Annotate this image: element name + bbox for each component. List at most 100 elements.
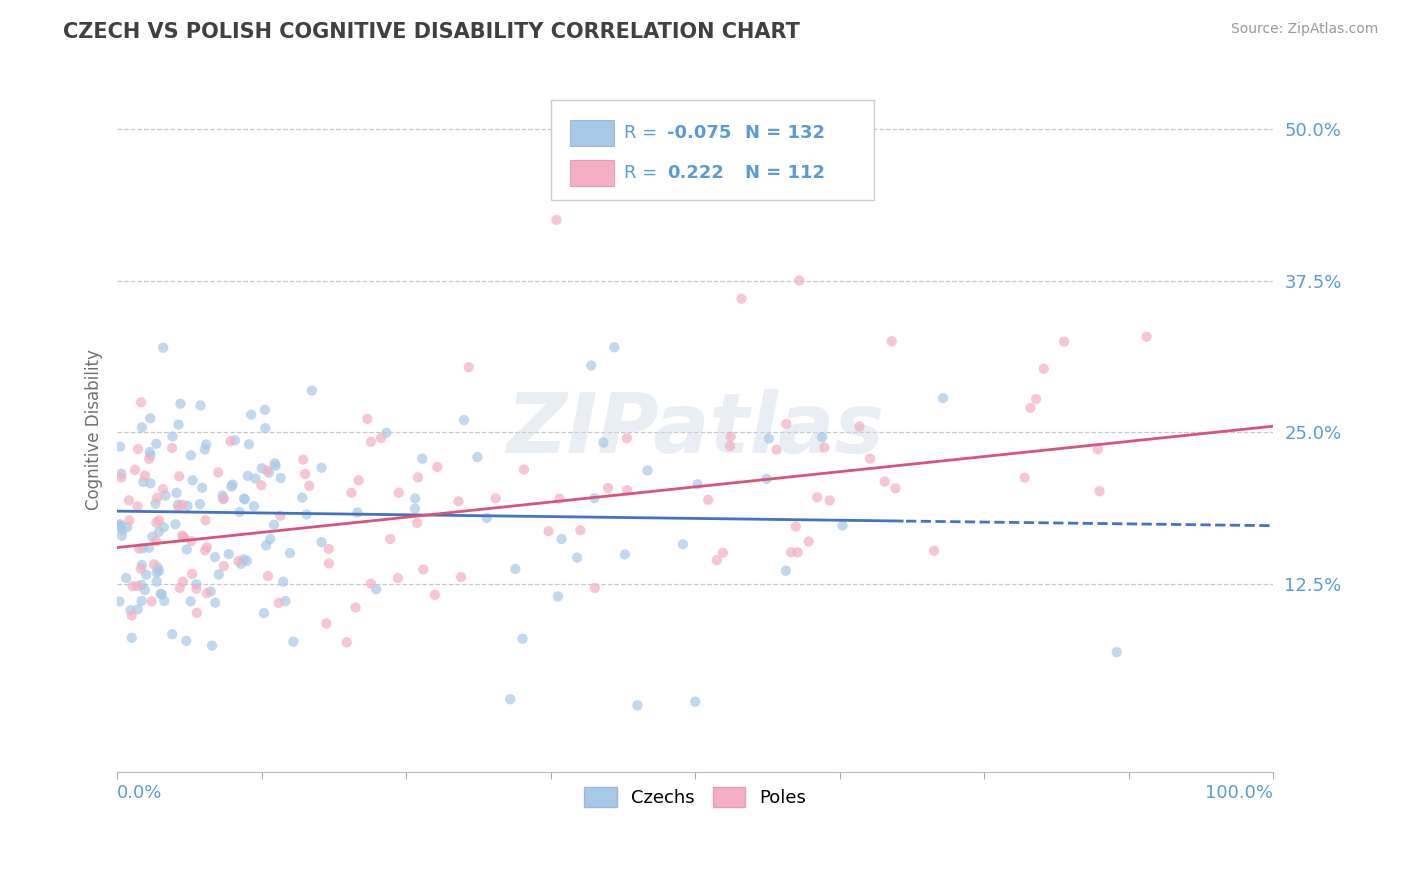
- Point: [613, 548, 636, 562]
- Point: [155, 489, 177, 503]
- Point: [194, 543, 217, 558]
- Point: [219, 434, 242, 449]
- Point: [243, 499, 266, 513]
- Point: [1032, 361, 1054, 376]
- Point: [160, 627, 183, 641]
- Point: [127, 602, 149, 616]
- Point: [797, 534, 820, 549]
- Point: [375, 425, 398, 440]
- Point: [775, 564, 797, 578]
- Point: [730, 292, 752, 306]
- Point: [131, 578, 153, 592]
- Point: [181, 566, 204, 581]
- Point: [1053, 334, 1076, 349]
- Point: [412, 562, 434, 576]
- Point: [711, 546, 734, 560]
- FancyBboxPatch shape: [551, 100, 875, 200]
- Point: [406, 516, 429, 530]
- Point: [148, 564, 170, 578]
- Point: [172, 530, 194, 544]
- Point: [212, 491, 235, 506]
- Point: [191, 481, 214, 495]
- Point: [1105, 645, 1128, 659]
- Point: [512, 632, 534, 646]
- Point: [457, 360, 479, 375]
- Point: [387, 571, 409, 585]
- Point: [311, 535, 333, 549]
- Point: [315, 616, 337, 631]
- Point: [176, 542, 198, 557]
- Point: [253, 402, 276, 417]
- Point: [134, 468, 156, 483]
- Point: [1014, 471, 1036, 485]
- Point: [121, 631, 143, 645]
- Point: [318, 557, 340, 571]
- Point: [683, 695, 706, 709]
- Point: [138, 445, 160, 459]
- Point: [108, 440, 131, 454]
- Point: [186, 606, 208, 620]
- Point: [204, 550, 226, 565]
- Point: [366, 582, 388, 597]
- Point: [254, 421, 277, 435]
- Point: [637, 463, 659, 477]
- Bar: [571, 120, 614, 146]
- Text: R =: R =: [624, 164, 662, 182]
- Point: [257, 466, 280, 480]
- Point: [117, 520, 139, 534]
- Text: N = 112: N = 112: [745, 164, 825, 182]
- Point: [596, 481, 619, 495]
- Point: [404, 491, 426, 506]
- Point: [218, 547, 240, 561]
- Point: [270, 471, 292, 485]
- Point: [141, 530, 163, 544]
- Text: 0.222: 0.222: [668, 164, 724, 182]
- Point: [135, 567, 157, 582]
- Point: [145, 497, 167, 511]
- Point: [172, 498, 194, 512]
- Point: [186, 582, 208, 596]
- Point: [686, 477, 709, 491]
- Point: [250, 461, 273, 475]
- Point: [301, 384, 323, 398]
- Point: [245, 471, 267, 485]
- Legend: Czechs, Poles: Czechs, Poles: [576, 780, 814, 814]
- Point: [873, 475, 896, 489]
- Point: [592, 435, 614, 450]
- Point: [775, 417, 797, 431]
- Point: [264, 458, 287, 473]
- Point: [269, 508, 291, 523]
- Point: [499, 692, 522, 706]
- Point: [340, 485, 363, 500]
- Point: [1136, 329, 1159, 343]
- Point: [569, 523, 592, 537]
- Point: [291, 491, 314, 505]
- Point: [626, 698, 648, 713]
- Point: [195, 437, 218, 451]
- Point: [188, 497, 211, 511]
- Point: [257, 569, 280, 583]
- Point: [180, 534, 202, 549]
- Point: [132, 475, 155, 489]
- Point: [176, 499, 198, 513]
- Point: [278, 546, 301, 560]
- Point: [404, 501, 426, 516]
- Point: [1025, 392, 1047, 406]
- Point: [253, 606, 276, 620]
- Point: [1088, 484, 1111, 499]
- Point: [180, 448, 202, 462]
- Point: [294, 467, 316, 481]
- Point: [131, 594, 153, 608]
- Point: [505, 562, 527, 576]
- Point: [186, 577, 208, 591]
- Point: [447, 494, 470, 508]
- Point: [233, 491, 256, 506]
- Point: [167, 417, 190, 432]
- Point: [139, 476, 162, 491]
- Y-axis label: Cognitive Disability: Cognitive Disability: [86, 349, 103, 509]
- Point: [174, 633, 197, 648]
- Point: [295, 508, 318, 522]
- Point: [208, 567, 231, 582]
- Point: [271, 574, 294, 589]
- Point: [884, 481, 907, 495]
